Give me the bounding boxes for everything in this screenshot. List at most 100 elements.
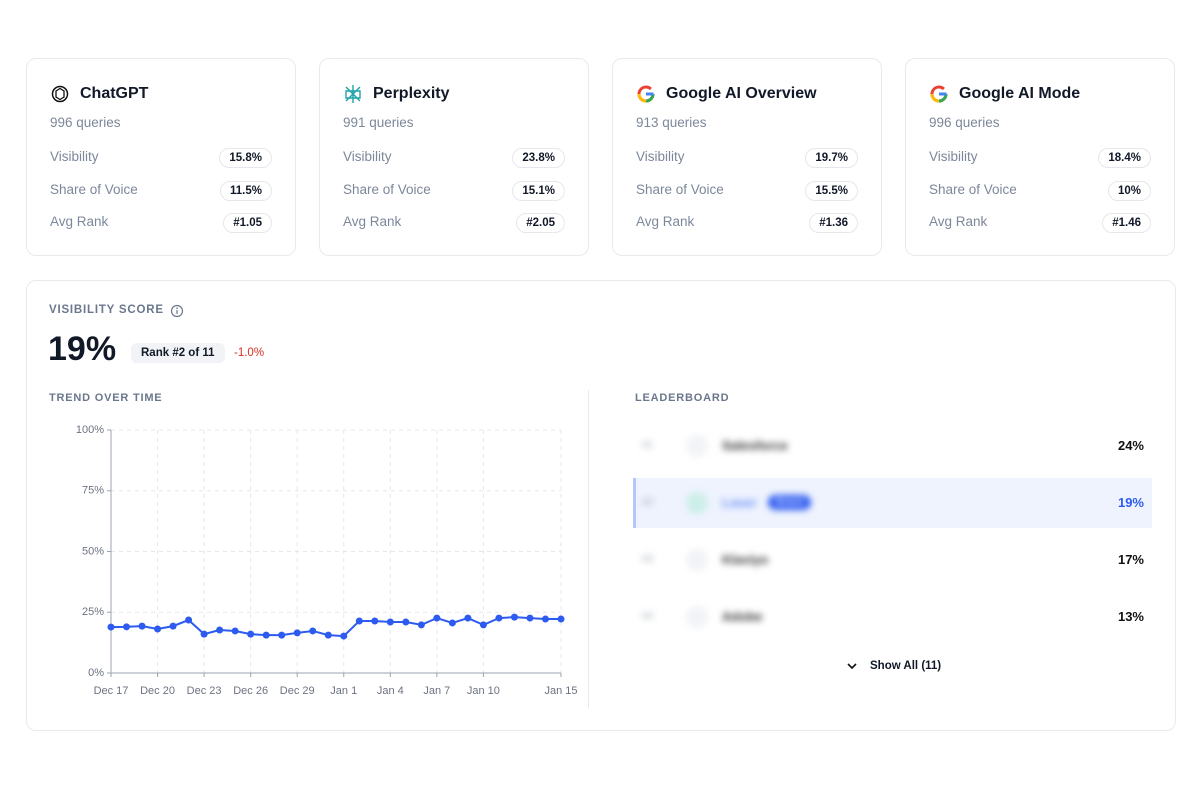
data-point (138, 622, 146, 630)
metric-label: Visibility (50, 149, 99, 164)
query-count: 991 queries (343, 115, 414, 130)
share-value: 17% (1117, 552, 1144, 567)
platform-icon (343, 84, 363, 104)
query-count: 996 queries (50, 115, 121, 130)
metric-value: #2.05 (516, 213, 565, 233)
metric-value: #1.05 (223, 213, 272, 233)
trend-line (110, 616, 561, 638)
x-tick-label: Jan 10 (467, 685, 500, 697)
query-count: 913 queries (636, 115, 707, 130)
section-title: VISIBILITY SCORE (49, 304, 164, 316)
data-point (495, 614, 503, 622)
data-point (386, 618, 394, 626)
metric-label: Share of Voice (929, 181, 1017, 197)
brand-icon (686, 492, 708, 514)
metric-value: 11.5% (220, 180, 272, 201)
share-value: 24% (1117, 438, 1144, 453)
x-tick-label: Dec 23 (187, 685, 222, 697)
data-point (371, 617, 379, 625)
metric-value: #1.36 (809, 213, 858, 233)
platform-card: Google AI Mode 996 queries Visibility 18.4%… (905, 58, 1175, 256)
metric-label: Avg Rank (50, 214, 109, 229)
data-point (293, 629, 301, 637)
x-tick-label: Dec 20 (140, 685, 175, 697)
share-value: 13% (1117, 609, 1144, 624)
data-point (185, 616, 193, 624)
x-tick-label: Dec 29 (280, 685, 315, 697)
rank: #4 (642, 611, 654, 622)
y-tick-label: 50% (82, 545, 104, 557)
platform-icon (636, 84, 656, 104)
metric-label: Share of Voice (636, 181, 724, 197)
data-point (278, 631, 286, 639)
metric-value: 10% (1107, 180, 1151, 201)
visibility-panel (26, 280, 1176, 731)
brand-name: Klaviyo (722, 552, 769, 567)
platform-icon (50, 84, 70, 104)
data-point (526, 614, 534, 622)
data-point (448, 619, 456, 627)
brand-icon (686, 549, 708, 571)
divider (588, 390, 589, 708)
y-tick-label: 0% (88, 667, 104, 679)
data-point (123, 623, 131, 631)
rank-badge: Rank #2 of 11 (131, 343, 225, 363)
share-value: 19% (1117, 495, 1144, 510)
metric-label: Avg Rank (343, 214, 402, 229)
data-point (200, 630, 208, 638)
data-point (247, 630, 255, 638)
show-all[interactable]: Show All (11) (846, 660, 941, 672)
data-point (479, 621, 487, 629)
metric-label: Visibility (636, 149, 685, 164)
line-chart: 0% 25% 50% 75% 100% Dec 17 Dec 20 Dec 23 Dec 26 D… (76, 424, 578, 697)
data-point (355, 617, 363, 625)
metric-value: 15.1% (512, 180, 565, 201)
data-point (262, 631, 270, 639)
x-tick-label: Jan 1 (330, 685, 357, 697)
metric-label: Share of Voice (343, 181, 431, 197)
metric-label: Visibility (343, 149, 392, 164)
metric-label: Avg Rank (636, 214, 695, 229)
rank: #2 (642, 497, 654, 508)
y-tick-label: 25% (82, 606, 104, 618)
data-point (107, 623, 115, 631)
data-point (541, 615, 549, 623)
platform-icon (929, 84, 949, 104)
rank: #3 (642, 554, 654, 565)
platform-name: Google AI Mode (959, 85, 1081, 102)
data-point (154, 625, 162, 633)
change: -1.0% (234, 347, 265, 359)
metric-value: #1.46 (1102, 213, 1151, 233)
data-point (231, 627, 239, 635)
platform-card: ChatGPT 996 queries Visibility 15.8% Share o… (26, 58, 296, 256)
brand-badge: Brand (768, 495, 811, 510)
metric-value: 18.4% (1098, 148, 1151, 168)
show-all-label[interactable]: Show All (11) (870, 660, 942, 672)
rank: #1 (642, 440, 654, 451)
info-icon[interactable] (170, 304, 184, 318)
x-tick-label: Jan 7 (423, 685, 450, 697)
data-point (557, 615, 565, 623)
platform-name: ChatGPT (80, 85, 149, 102)
data-point (169, 622, 177, 630)
metric-value: 19.7% (805, 148, 858, 168)
metric-label: Share of Voice (50, 181, 138, 197)
x-tick-label: Jan 4 (377, 685, 404, 697)
data-point (216, 626, 224, 634)
data-point (464, 614, 472, 622)
brand-icon (686, 435, 708, 457)
brand-icon (686, 606, 708, 628)
query-count: 996 queries (929, 115, 1000, 130)
chart-title: TREND OVER TIME (49, 392, 163, 404)
data-point (309, 627, 317, 635)
data-point (510, 613, 518, 621)
metric-value: 23.8% (512, 148, 565, 168)
metric-label: Avg Rank (929, 214, 988, 229)
metric-value: 15.5% (805, 180, 858, 201)
x-tick-label: Dec 26 (233, 685, 268, 697)
platform-name: Google AI Overview (666, 85, 817, 102)
data-point (402, 618, 410, 626)
x-tick-label: Dec 17 (94, 685, 129, 697)
brand-name: Laser (722, 495, 757, 510)
